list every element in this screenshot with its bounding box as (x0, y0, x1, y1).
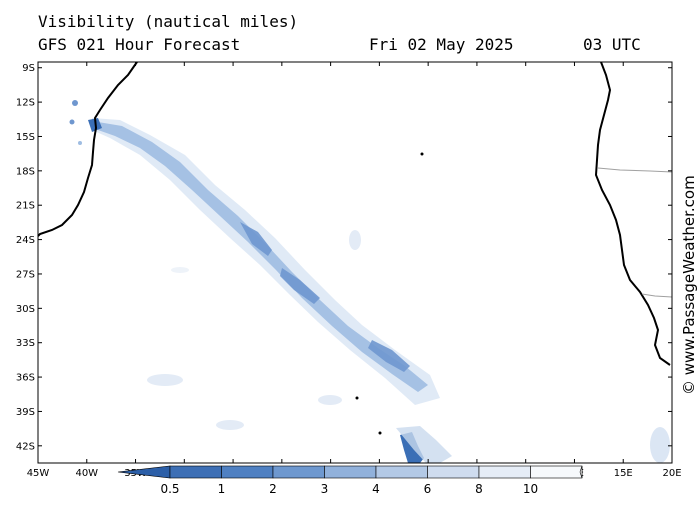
lat-label: 27S (16, 269, 35, 280)
legend-swatch (478, 465, 531, 479)
lat-label: 12S (16, 98, 35, 109)
lat-label: 42S (16, 441, 35, 452)
legend-label: 10 (523, 482, 538, 496)
fog-scatter (349, 230, 361, 250)
fog-band-medium (98, 122, 428, 392)
lat-label: 33S (16, 338, 35, 349)
legend-label: 3 (321, 482, 329, 496)
lat-label: 39S (16, 407, 35, 418)
legend-swatch (221, 465, 274, 479)
legend-high-arrow (579, 465, 583, 479)
fog-scatter (318, 395, 342, 405)
island-speck (355, 396, 359, 400)
legend-label: 4 (372, 482, 380, 496)
lat-label: 36S (16, 373, 35, 384)
legend-label: 6 (424, 482, 432, 496)
latitude-axis: 9S 12S 15S 18S 21S 24S 27S 30S 33S 36S 39S 42S (16, 63, 672, 452)
legend-label: 2 (269, 482, 277, 496)
lat-label: 30S (16, 304, 35, 315)
lat-label: 18S (16, 166, 35, 177)
legend-swatch (324, 465, 377, 479)
lat-label: 21S (16, 201, 35, 212)
country-border (597, 167, 673, 173)
lat-label: 15S (16, 132, 35, 143)
legend-swatch (375, 465, 428, 479)
forecast-label: GFS 021 Hour Forecast (38, 35, 241, 54)
legend-swatch (530, 465, 583, 479)
map-frame (37, 61, 673, 464)
forecast-time: 03 UTC (583, 35, 641, 54)
fog-speck (78, 141, 82, 145)
legend-label: 8 (475, 482, 483, 496)
chart-title: Visibility (nautical miles) (38, 12, 299, 31)
south-america-coastline (37, 61, 138, 237)
fog-south-halo (396, 426, 452, 463)
lon-label: 20E (662, 468, 681, 479)
island-speck (420, 152, 424, 156)
legend-swatch (427, 465, 480, 479)
legend-label: 1 (218, 482, 226, 496)
legend-label: 0.5 (160, 482, 179, 496)
visibility-field (69, 100, 670, 463)
legend-colorbar: 0.5 1 2 3 4 6 8 10 (117, 465, 583, 496)
fog-band-dense (240, 222, 410, 372)
fog-speck (69, 119, 75, 125)
credit-text: © www.PassageWeather.com (680, 175, 698, 395)
legend-swatch (169, 465, 222, 479)
lon-label: 15E (614, 468, 633, 479)
fog-speck (72, 100, 78, 106)
fog-scatter (216, 420, 244, 430)
country-border (641, 293, 673, 298)
lat-label: 9S (22, 63, 35, 74)
forecast-date: Fri 02 May 2025 (369, 35, 514, 54)
island-speck (378, 431, 382, 435)
lat-label: 24S (16, 235, 35, 246)
legend-swatch (272, 465, 325, 479)
fog-scatter (171, 267, 189, 273)
lon-label: 45W (27, 468, 50, 479)
lon-label: 40W (75, 468, 98, 479)
fog-scatter (147, 374, 183, 386)
fog-scatter (650, 427, 670, 463)
africa-coastline (594, 61, 671, 366)
